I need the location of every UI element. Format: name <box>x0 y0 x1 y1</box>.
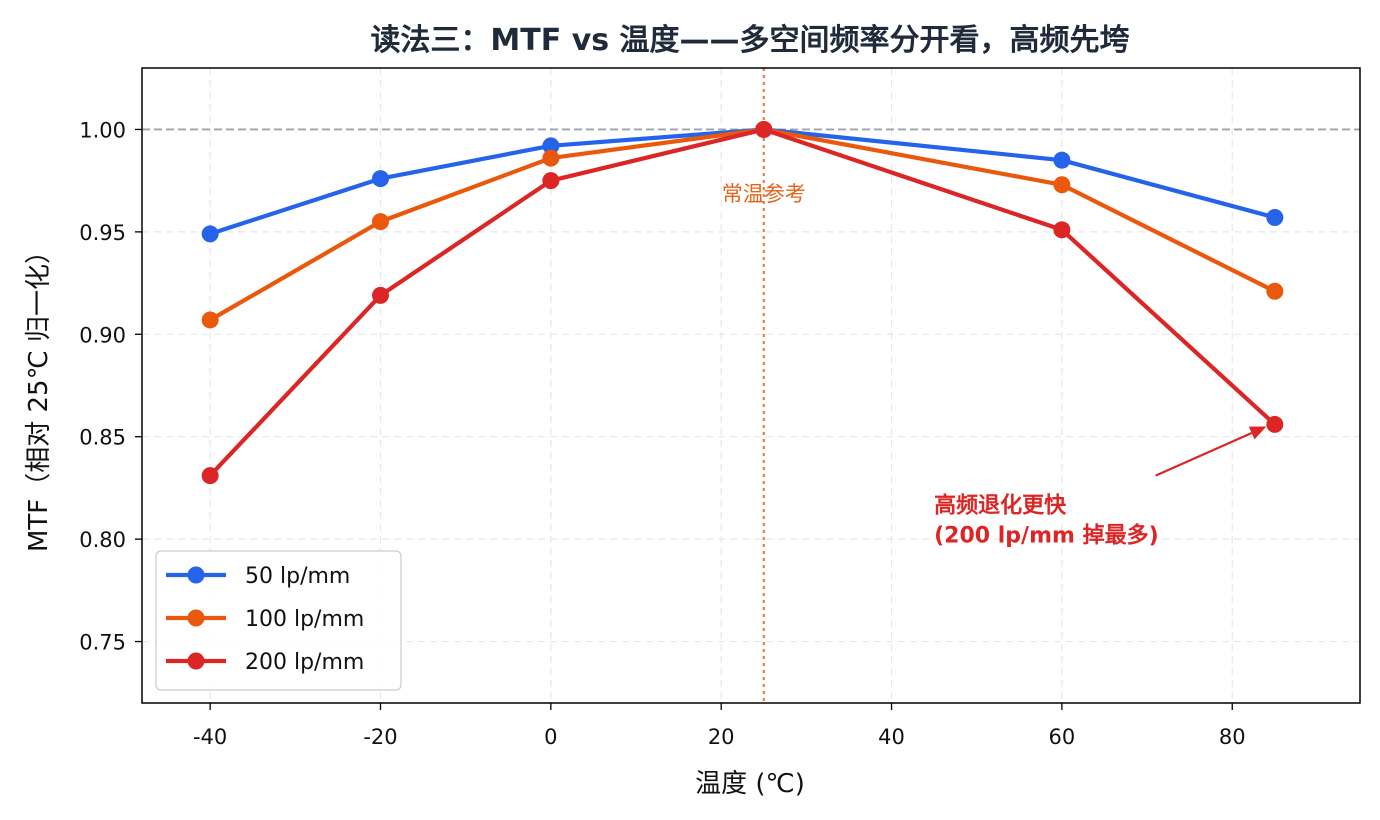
series-3 <box>201 120 1284 485</box>
series-layer <box>201 120 1284 485</box>
y-tick-label: 1.00 <box>79 118 126 142</box>
data-point <box>1053 151 1071 169</box>
legend-marker <box>187 652 205 670</box>
data-point <box>1053 176 1071 194</box>
data-point <box>542 137 560 155</box>
y-tick-label: 0.90 <box>79 323 126 347</box>
data-point <box>371 213 389 231</box>
legend-box <box>155 550 402 691</box>
data-point <box>1266 282 1284 300</box>
data-point <box>542 172 560 190</box>
series-line <box>208 127 1277 478</box>
data-point <box>1266 415 1284 433</box>
series-2 <box>201 120 1284 329</box>
data-point <box>201 467 219 485</box>
annotation-arrow <box>1155 431 1253 477</box>
data-point <box>201 225 219 243</box>
y-tick-label: 0.95 <box>79 221 126 245</box>
legend-marker <box>187 566 205 584</box>
x-tick-label: 0 <box>544 725 557 749</box>
x-tick-label: 40 <box>878 725 905 749</box>
legend: 50 lp/mm 100 lp/mm 200 lp/mm <box>155 550 402 691</box>
data-point <box>201 311 219 329</box>
x-tick-label: 80 <box>1219 725 1246 749</box>
y-tick-label: 0.75 <box>79 631 126 655</box>
x-tick-label: -20 <box>363 725 397 749</box>
series-line <box>208 127 1277 236</box>
annotation-arrow-head <box>1248 426 1267 440</box>
x-ticks: -40 -20 0 20 40 60 80 <box>193 703 1246 749</box>
x-axis-label: 温度 (℃) <box>695 769 805 799</box>
legend-label: 200 lp/mm <box>245 650 364 675</box>
high-frequency-annotation: 高频退化更快 (200 lp/mm 掉最多) <box>934 426 1267 549</box>
annotation-line-1: 高频退化更快 <box>934 493 1067 519</box>
legend-label: 100 lp/mm <box>245 607 364 632</box>
data-point <box>371 170 389 188</box>
room-temperature-label: 常温参考 <box>722 182 806 206</box>
chart-title: 读法三：MTF vs 温度——多空间频率分开看，高频先垮 <box>370 23 1129 58</box>
y-tick-label: 0.85 <box>79 426 126 450</box>
legend-label: 50 lp/mm <box>245 564 350 589</box>
data-point <box>1266 209 1284 227</box>
data-point <box>542 149 560 167</box>
data-point <box>371 286 389 304</box>
x-tick-label: -40 <box>193 725 227 749</box>
legend-marker <box>187 609 205 627</box>
x-tick-label: 20 <box>708 725 735 749</box>
data-point <box>755 120 773 138</box>
series-line <box>208 127 1277 323</box>
y-ticks: 0.75 0.80 0.85 0.90 0.95 1.00 <box>79 118 142 655</box>
reference-lines <box>142 68 1360 703</box>
data-point <box>1053 221 1071 239</box>
legend-items: 50 lp/mm 100 lp/mm 200 lp/mm <box>166 564 364 675</box>
x-tick-label: 60 <box>1049 725 1076 749</box>
y-axis-label: MTF（相对 25℃ 归一化） <box>24 238 54 552</box>
y-tick-label: 0.80 <box>79 528 126 552</box>
plot-frame <box>141 67 1361 704</box>
annotation-line-2: (200 lp/mm 掉最多) <box>934 523 1159 549</box>
